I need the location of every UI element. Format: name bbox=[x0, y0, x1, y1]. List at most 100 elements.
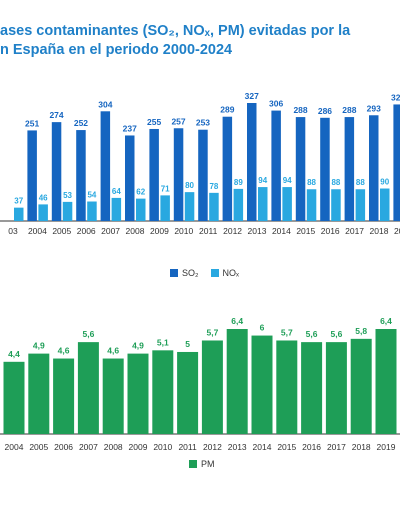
nox-value-label: 46 bbox=[39, 193, 48, 202]
top-x-tick-label: 2012 bbox=[223, 226, 242, 236]
nox-value-label: 71 bbox=[161, 184, 170, 193]
pm-bar bbox=[226, 329, 248, 434]
pm-value-label: 4,9 bbox=[33, 341, 45, 351]
bottom-x-tick-label: 2018 bbox=[352, 442, 371, 452]
nox-value-label: 64 bbox=[112, 187, 121, 196]
pm-value-label: 6,4 bbox=[380, 316, 392, 326]
legend-item-so2: SO₂ bbox=[170, 268, 199, 278]
so2-value-label: 255 bbox=[147, 117, 161, 127]
bottom-x-tick-label: 2015 bbox=[277, 442, 296, 452]
so2-value-label: 323 bbox=[391, 92, 400, 102]
bottom-x-tick-label: 2008 bbox=[104, 442, 123, 452]
pm-value-label: 6 bbox=[260, 323, 265, 333]
top-x-tick-label: 2015 bbox=[296, 226, 315, 236]
so2-value-label: 306 bbox=[269, 99, 283, 109]
pm-value-label: 5,6 bbox=[306, 329, 318, 339]
legend-label-pm: PM bbox=[201, 459, 215, 469]
chart-title-line-2: n España en el periodo 2000-2024 bbox=[0, 42, 233, 58]
bottom-x-tick-label: 2016 bbox=[302, 442, 321, 452]
so2-bar bbox=[247, 103, 257, 221]
pm-value-label: 5 bbox=[185, 339, 190, 349]
nox-value-label: 88 bbox=[356, 178, 365, 187]
nox-bar bbox=[282, 187, 292, 221]
top-x-tick-label: 2011 bbox=[199, 226, 218, 236]
so2-nox-bar-chart: 37 03 251 46 2004 274 53 2005 252 54 2006 304 64 2007… bbox=[0, 91, 400, 236]
nox-value-label: 78 bbox=[209, 182, 218, 191]
pm-bar bbox=[102, 358, 124, 434]
so2-bar bbox=[100, 111, 111, 221]
nox-value-label: 88 bbox=[331, 178, 340, 187]
pm-value-label: 5,6 bbox=[82, 329, 94, 339]
top-x-tick-label: 2013 bbox=[248, 226, 267, 236]
nox-bar bbox=[258, 187, 268, 221]
so2-value-label: 251 bbox=[25, 118, 39, 128]
so2-value-label: 274 bbox=[49, 110, 63, 120]
so2-bar bbox=[173, 128, 184, 221]
so2-bar bbox=[295, 117, 306, 221]
nox-value-label: 37 bbox=[14, 197, 23, 206]
bottom-x-tick-label: 2013 bbox=[228, 442, 247, 452]
nox-bar bbox=[160, 195, 170, 221]
pm-bar bbox=[28, 353, 50, 434]
so2-bar bbox=[149, 128, 159, 221]
nox-value-label: 94 bbox=[258, 176, 267, 185]
pm-bar bbox=[276, 340, 298, 434]
bottom-x-tick-label: 2014 bbox=[253, 442, 272, 452]
nox-bar bbox=[331, 189, 341, 221]
nox-bar bbox=[355, 189, 366, 221]
so2-value-label: 293 bbox=[367, 103, 381, 113]
so2-value-label: 286 bbox=[318, 106, 332, 116]
pm-value-label: 5,6 bbox=[330, 329, 342, 339]
bottom-x-tick-label: 2011 bbox=[178, 442, 197, 452]
bottom-x-tick-label: 2009 bbox=[129, 442, 148, 452]
top-x-tick-label: 2005 bbox=[52, 226, 71, 236]
pm-bar bbox=[251, 335, 273, 434]
so2-value-label: 288 bbox=[293, 105, 307, 115]
nox-value-label: 80 bbox=[185, 181, 194, 190]
nox-bar bbox=[184, 192, 195, 221]
so2-value-label: 257 bbox=[171, 116, 185, 126]
chart-title-line-1: ases contaminantes (SO₂, NOₓ, PM) evitad… bbox=[0, 23, 351, 39]
top-x-tick-label: 03 bbox=[8, 226, 18, 236]
so2-value-label: 253 bbox=[196, 118, 210, 128]
top-x-tick-label: 2018 bbox=[370, 226, 389, 236]
nox-value-label: 88 bbox=[307, 178, 316, 187]
so2-bar bbox=[125, 135, 135, 221]
pm-value-label: 6,4 bbox=[231, 316, 243, 326]
pm-bar bbox=[201, 340, 223, 434]
pm-value-label: 5,7 bbox=[281, 327, 293, 337]
pm-value-label: 5,7 bbox=[206, 327, 218, 337]
pm-bar bbox=[301, 342, 323, 434]
pm-bar bbox=[350, 338, 372, 434]
pm-value-label: 5,8 bbox=[355, 326, 367, 336]
so2-value-label: 237 bbox=[123, 123, 137, 133]
nox-bar bbox=[306, 189, 317, 221]
bottom-x-tick-label: 2006 bbox=[54, 442, 73, 452]
nox-bar bbox=[380, 188, 390, 221]
nox-bar bbox=[136, 198, 146, 221]
pm-bar bbox=[53, 358, 75, 434]
so2-bar bbox=[344, 117, 355, 221]
top-x-tick-label: 2004 bbox=[28, 226, 47, 236]
top-x-tick-label: 2019 bbox=[394, 226, 400, 236]
legend-item-nox: NOₓ bbox=[210, 268, 239, 278]
nox-value-label: 54 bbox=[87, 191, 96, 200]
pm-bar bbox=[152, 350, 174, 434]
pm-value-label: 4,4 bbox=[8, 349, 20, 359]
pm-bar bbox=[177, 351, 199, 434]
pm-value-label: 5,1 bbox=[157, 337, 169, 347]
nox-value-label: 89 bbox=[234, 178, 243, 187]
legend-swatch-pm bbox=[189, 460, 197, 468]
top-x-tick-label: 2009 bbox=[150, 226, 169, 236]
legend-label-so2: SO₂ bbox=[182, 268, 199, 278]
legend-swatch-nox bbox=[210, 269, 219, 277]
bottom-x-tick-label: 2007 bbox=[79, 442, 98, 452]
so2-bar bbox=[369, 115, 379, 221]
top-chart-legend: SO₂ NOₓ bbox=[170, 268, 239, 278]
so2-bar bbox=[76, 130, 86, 221]
so2-value-label: 288 bbox=[342, 105, 356, 115]
bottom-x-tick-label: 2019 bbox=[377, 442, 396, 452]
bottom-x-tick-label: 2010 bbox=[153, 442, 172, 452]
nox-value-label: 90 bbox=[380, 178, 389, 187]
pm-bar bbox=[127, 353, 149, 434]
